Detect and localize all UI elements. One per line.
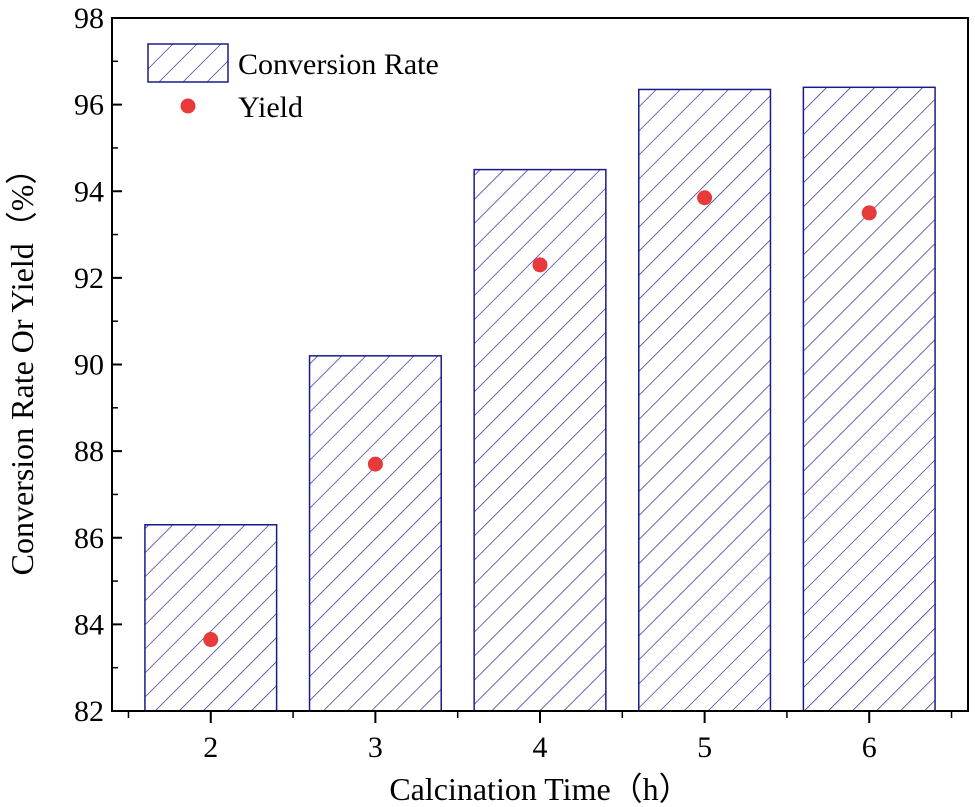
y-tick-label-84: 84 [74, 608, 104, 641]
bar-conversion-rate-2 [144, 524, 278, 712]
y-tick-label-98: 98 [74, 2, 104, 35]
y-tick-label-90: 90 [74, 349, 104, 382]
y-tick-label-92: 92 [74, 262, 104, 295]
x-axis: 2 3 4 5 6 [127, 711, 953, 764]
y-axis-title: Conversion Rate Or Yield（%） [4, 153, 40, 576]
bar-conversion-rate-3 [308, 355, 442, 712]
y-tick-label-88: 88 [74, 435, 104, 468]
point-yield-4 [532, 257, 548, 273]
legend-label-conversion-rate: Conversion Rate [238, 48, 439, 81]
point-yield-2 [203, 632, 219, 648]
legend-marker-yield [180, 98, 196, 114]
y-tick-label-82: 82 [74, 695, 104, 728]
bars-layer [144, 86, 936, 712]
y-axis: 82 84 86 88 90 92 94 96 98 [74, 2, 122, 728]
x-tick-label-5: 5 [697, 731, 712, 764]
x-tick-label-2: 2 [203, 731, 218, 764]
legend-label-yield: Yield [238, 91, 303, 124]
bar-conversion-rate-4 [473, 168, 607, 712]
legend-swatch-conversion-rate [147, 43, 229, 83]
bar-conversion-rate-5 [638, 88, 772, 712]
y-tick-label-96: 96 [74, 89, 104, 122]
bar-conversion-rate-6 [802, 86, 936, 712]
points-layer [203, 190, 877, 648]
legend: Conversion Rate Yield [147, 43, 439, 124]
x-tick-label-3: 3 [368, 731, 383, 764]
y-tick-label-86: 86 [74, 522, 104, 555]
point-yield-6 [861, 205, 877, 221]
point-yield-3 [367, 456, 383, 472]
x-tick-label-6: 6 [862, 731, 877, 764]
x-axis-title: Calcination Time（h） [389, 771, 690, 807]
x-tick-label-4: 4 [533, 731, 548, 764]
point-yield-5 [697, 190, 713, 206]
y-tick-label-94: 94 [74, 175, 104, 208]
